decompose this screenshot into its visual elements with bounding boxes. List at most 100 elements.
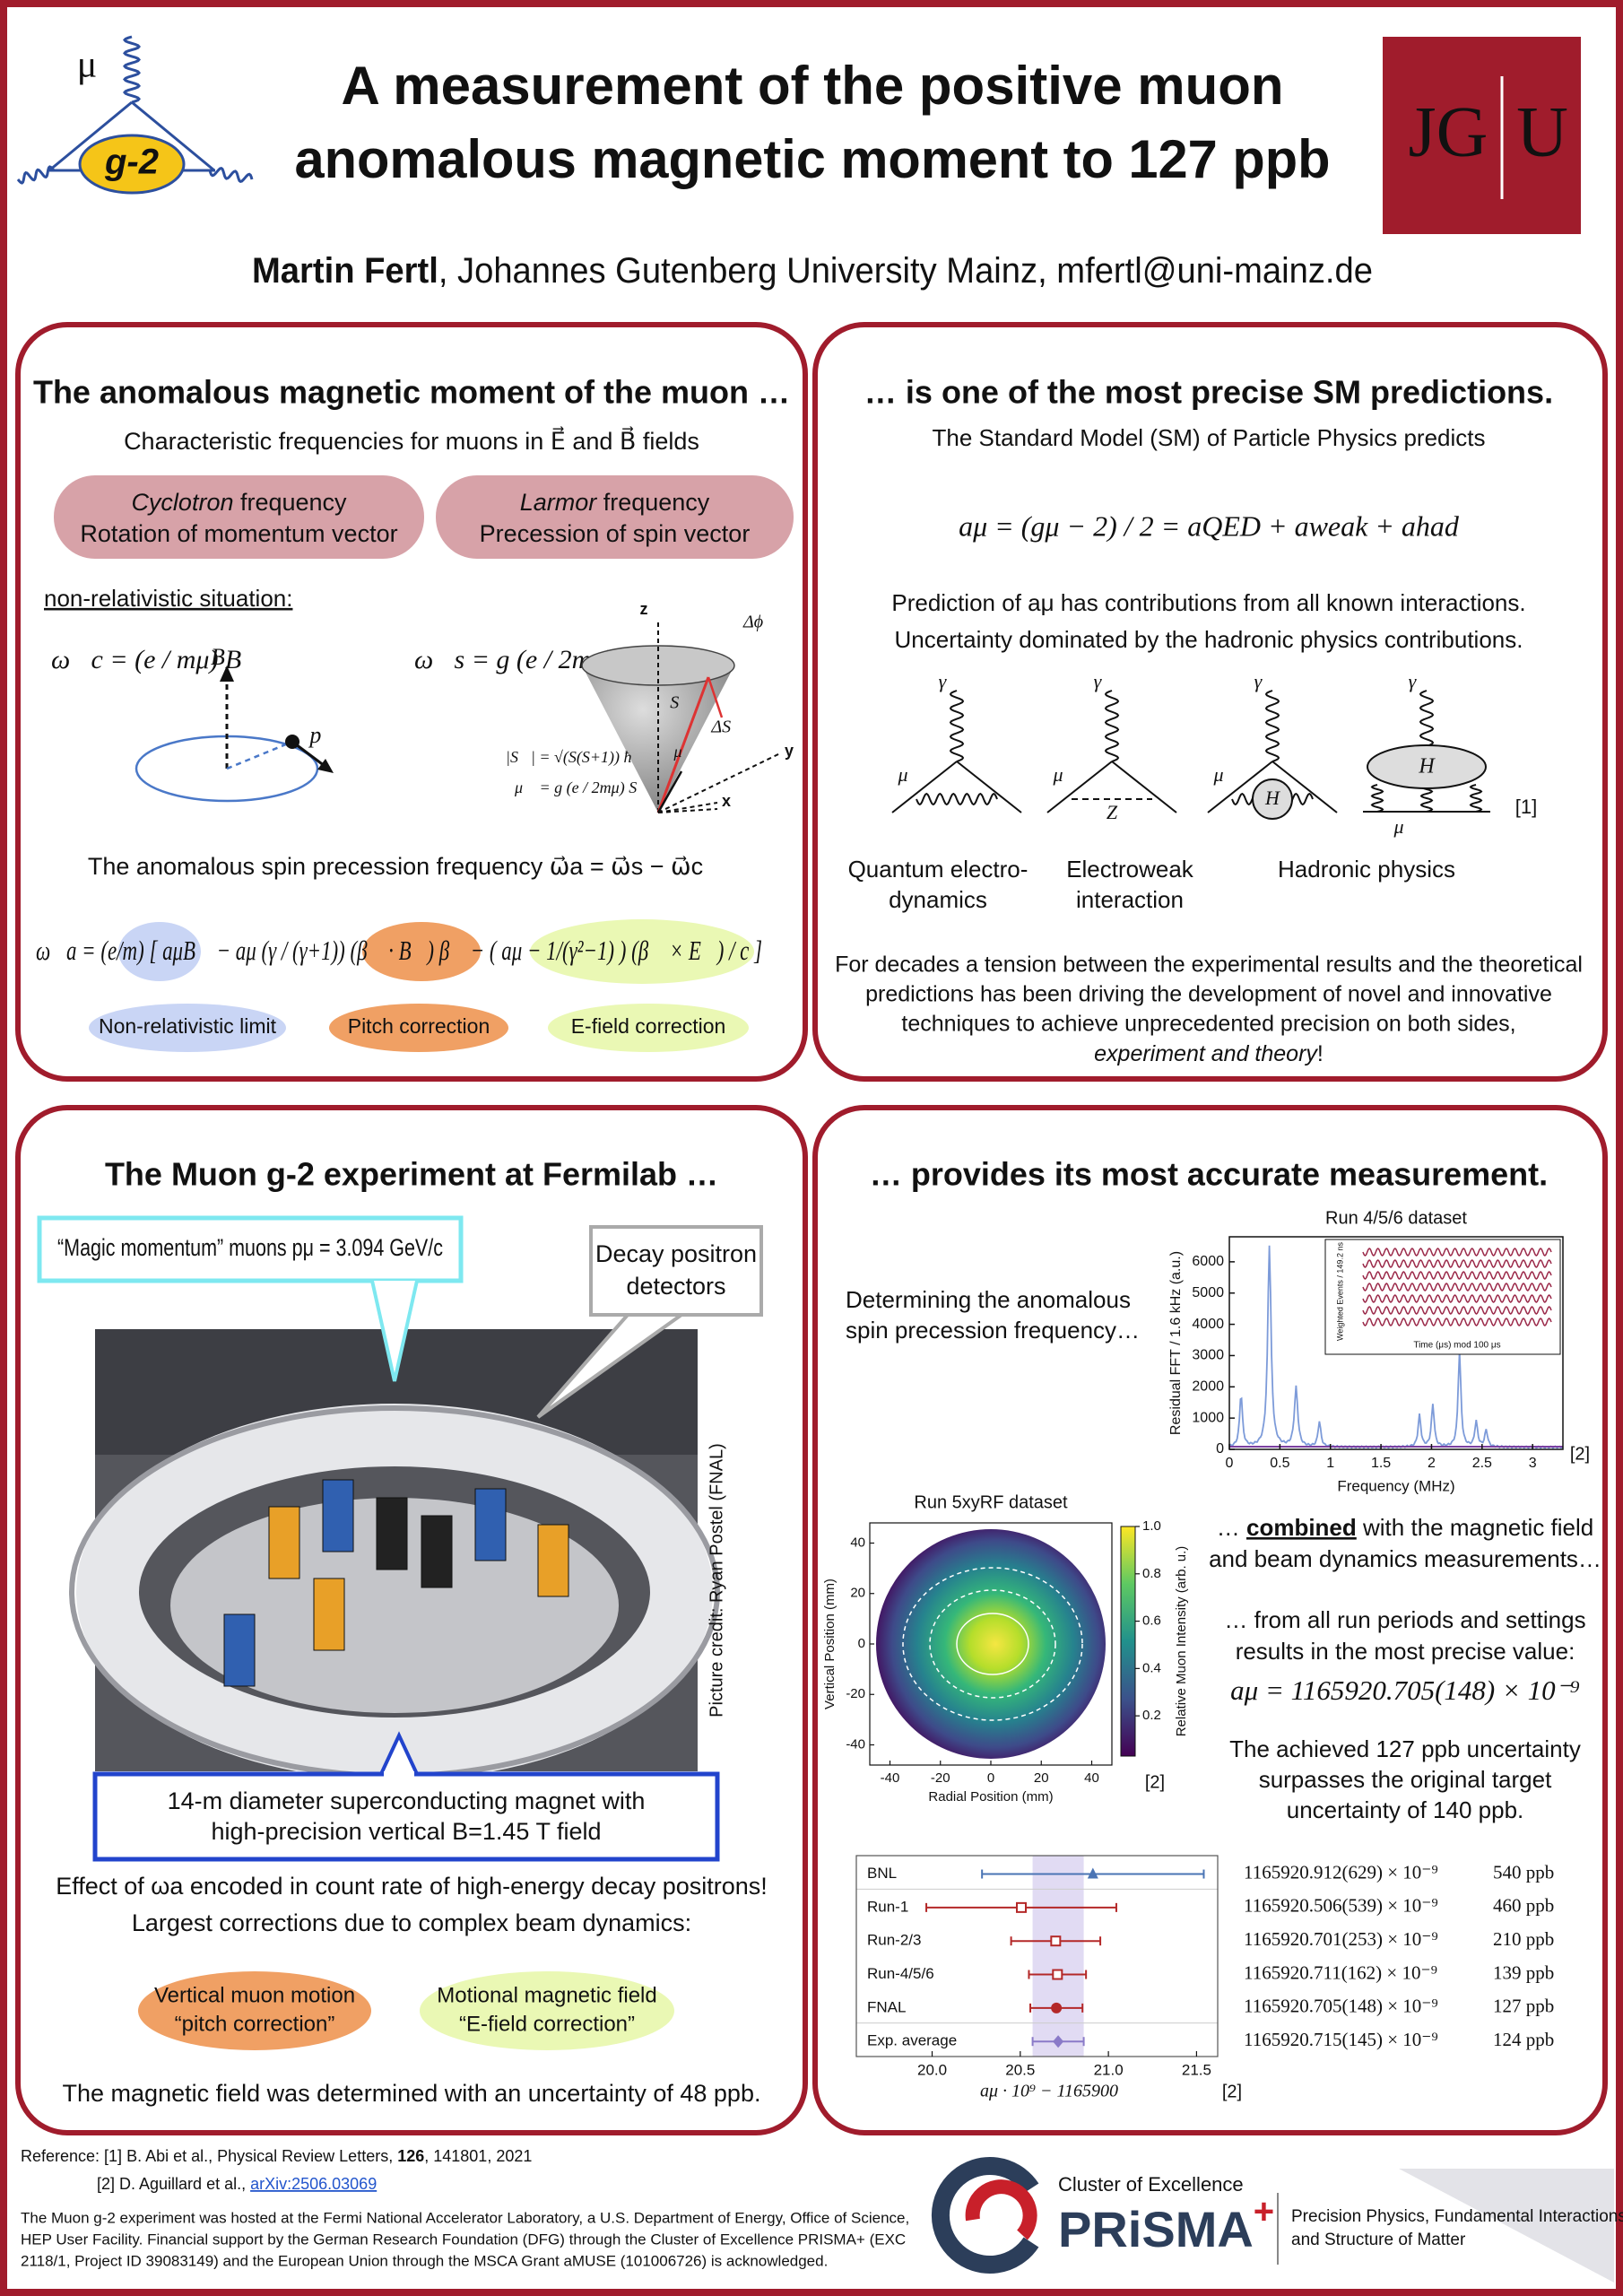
panel-text: spin precession frequency…	[846, 1317, 1140, 1344]
inset	[1324, 1239, 1561, 1355]
panel-text: experiment and theory!	[1094, 1041, 1324, 1066]
muon-line	[1111, 761, 1177, 813]
x-tick-label: 0.5	[1270, 1456, 1289, 1471]
point	[1053, 2035, 1064, 2048]
panel-title: … provides its most accurate measurement…	[870, 1156, 1548, 1193]
panel-text: Effect of ωa encoded in count rate of hi…	[56, 1873, 768, 1900]
diagram-label: B⃗	[211, 644, 243, 670]
spin	[656, 676, 710, 813]
x-axis	[657, 808, 718, 813]
diagram-label: μ	[897, 763, 907, 786]
frequency-box	[54, 475, 424, 559]
equation: ω⃗a = (e/m) [ aμB⃗ − aμ (γ / (γ+1)) (β⃗ …	[36, 935, 762, 966]
diagram-label: |S⃗| = √(S(S+1)) ħ	[506, 748, 632, 767]
logo-leg	[48, 100, 133, 172]
logo-text: JG	[1409, 92, 1488, 171]
reference-part: 126	[397, 2147, 424, 2165]
x-tick-label: 3	[1529, 1456, 1537, 1471]
logo-swirl	[965, 2179, 1037, 2240]
logo-text-part: PRiSMA	[1058, 2201, 1254, 2257]
x-tick-label: 21.0	[1094, 2061, 1124, 2078]
box-text: Rotation of momentum vector	[80, 520, 397, 547]
inset-label: Time (μs) mod 100 μs	[1413, 1341, 1500, 1351]
magnet-box	[92, 1771, 720, 1862]
frequency-box	[436, 475, 794, 559]
panel-text: Largest corrections due to complex beam …	[132, 1909, 691, 1936]
y-axis	[657, 752, 781, 813]
photo-rack	[537, 1524, 569, 1597]
panel	[812, 1105, 1608, 2135]
box-text-part: frequency	[233, 489, 347, 516]
term-highlight	[362, 922, 481, 981]
y-tick-label: 0	[1216, 1441, 1224, 1457]
muon-line	[1271, 761, 1338, 813]
term-label: E-field correction	[571, 1014, 726, 1038]
axis-label: aμ · 10⁹ − 1165900	[980, 2082, 1118, 2101]
ppb-label: 540 ppb	[1493, 1861, 1554, 1883]
pill-text: “pitch correction”	[175, 2012, 335, 2036]
panel-text: For decades a tension between the experi…	[835, 952, 1583, 978]
panel	[15, 1105, 808, 2135]
uncertainty-band	[1032, 1856, 1084, 2057]
colorbar-label: Relative Muon Intensity (arb. u.)	[1174, 1546, 1189, 1737]
photon	[949, 690, 965, 762]
diagram-caption: dynamics	[889, 886, 987, 913]
logo-text-part: +	[1254, 2192, 1274, 2231]
x-tick-label: 40	[1084, 1770, 1099, 1786]
pill-text: “E-field correction”	[459, 2012, 635, 2036]
panel-text: The magnetic field was determined with a…	[63, 2080, 761, 2107]
panel-text: Uncertainty dominated by the hadronic ph…	[895, 626, 1523, 653]
diagram-label: Z	[1107, 801, 1118, 823]
logo-text: U	[1516, 92, 1568, 171]
inset-wave	[1362, 1318, 1552, 1326]
box-text: Cyclotron frequency	[131, 489, 347, 516]
term-pill	[548, 1004, 749, 1052]
muon-line	[1046, 761, 1113, 813]
x-tick-label: 1.5	[1371, 1456, 1391, 1471]
callout-text: detectors	[626, 1273, 725, 1300]
y-tick-label: -40	[846, 1736, 865, 1752]
colorbar-tick-label: 0.4	[1142, 1660, 1161, 1675]
pointer-gap	[384, 1771, 414, 1777]
panel-text: surpasses the original target	[1259, 1766, 1552, 1793]
category-label: BNL	[867, 1865, 897, 1882]
panel-text: predictions has been driving the develop…	[865, 982, 1552, 1007]
correction-pill	[138, 1971, 371, 2050]
photo-rack	[313, 1578, 345, 1651]
panel-text-part: experiment and theory	[1094, 1041, 1318, 1066]
author-line-part: , Johannes Gutenberg University Mainz, m…	[438, 251, 1373, 291]
diagram-label: x	[722, 792, 731, 810]
y-tick-label: 1000	[1192, 1410, 1224, 1425]
detector-box	[589, 1225, 763, 1317]
spin-change	[707, 676, 724, 718]
panel-text: Prediction of aμ has contributions from …	[891, 589, 1525, 616]
panel-text: and beam dynamics measurements…	[1209, 1545, 1601, 1572]
photon	[1104, 690, 1120, 762]
logo-swirl	[931, 2157, 1039, 2274]
colorbar-tick-label: 0.6	[1142, 1613, 1161, 1629]
diagram-label: S⃗	[670, 693, 693, 713]
diagram-label: γ	[1254, 670, 1263, 692]
box-text: Precession of spin vector	[480, 520, 751, 547]
logo-text: μ	[77, 45, 98, 86]
colorbar	[1120, 1526, 1136, 1757]
value-label: 1165920.912(629) × 10⁻⁹	[1244, 1861, 1438, 1883]
diagram-label: μ⃗	[673, 743, 694, 761]
inset-wave	[1362, 1294, 1552, 1303]
y-tick-label: 20	[850, 1586, 865, 1601]
logo-shade	[1399, 2169, 1614, 2283]
logo-wave	[16, 165, 56, 185]
poster-title: A measurement of the positive muon	[342, 56, 1284, 116]
radius	[226, 740, 293, 770]
diagram-label: μ⃗ = g (e / 2mμ) S⃗	[514, 778, 649, 797]
arrow-head	[220, 665, 234, 682]
panel-text: uncertainty of 140 ppb.	[1287, 1796, 1524, 1823]
diagram-caption: Quantum electro-	[848, 856, 1028, 883]
y-tick-label: -20	[846, 1686, 865, 1701]
panel-text: The achieved 127 ppb uncertainty	[1229, 1735, 1581, 1762]
acknowledgment: 2118/1, Project ID 39083149) and the Eur…	[21, 2252, 828, 2269]
callout-text: “Magic momentum” muons pμ = 3.094 GeV/c	[57, 1234, 443, 1261]
